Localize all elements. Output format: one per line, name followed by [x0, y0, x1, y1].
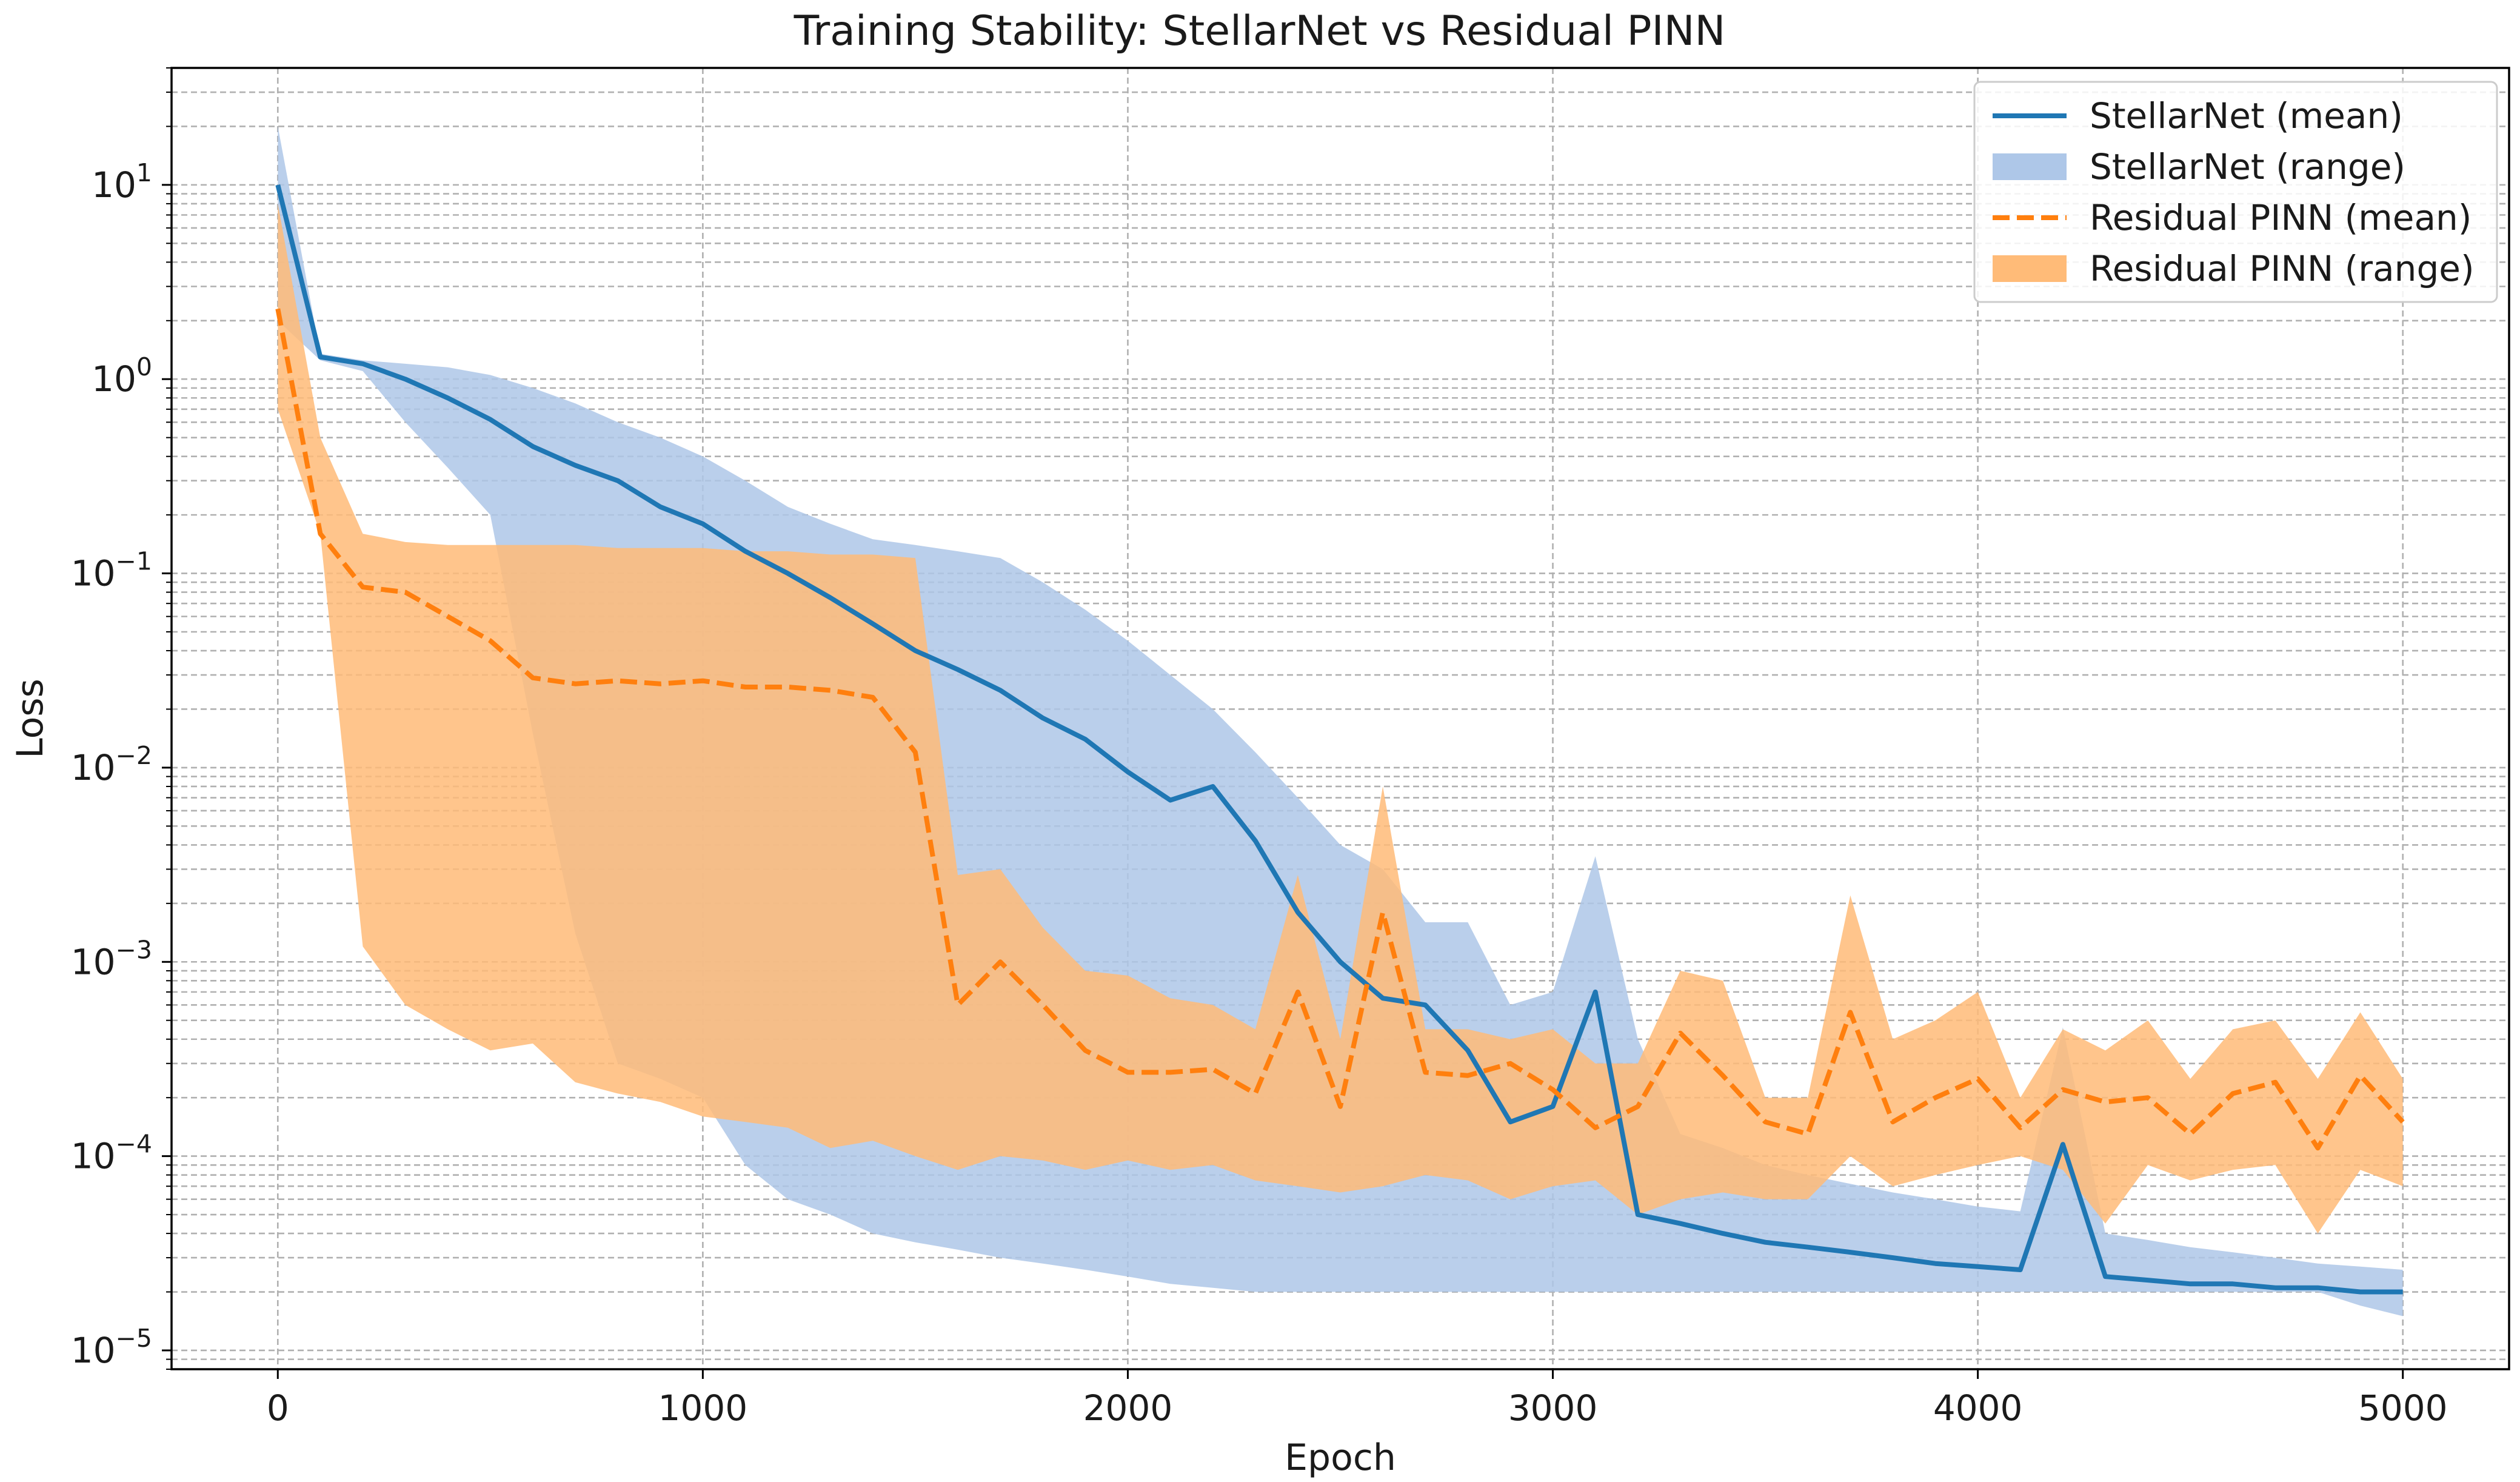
plot-frame — [170, 67, 2510, 1370]
x-tick-label: 2000 — [1083, 1387, 1173, 1429]
legend: StellarNet (mean) StellarNet (range) Resid… — [1973, 81, 2498, 303]
y-tick-label: 10−2 — [71, 741, 152, 788]
y-tick-base: 10 — [71, 1330, 116, 1371]
mean-lines — [275, 184, 2405, 1295]
y-tick-base: 10 — [71, 941, 116, 982]
legend-box — [1973, 81, 2498, 303]
stellarnet-mean-line — [275, 184, 2403, 1295]
y-tick-exponent: −2 — [116, 741, 152, 770]
range-bands — [278, 126, 2403, 1316]
y-tick-base: 10 — [71, 553, 116, 594]
legend-label-stellarnet-range: StellarNet (range) — [2090, 146, 2405, 187]
residual-pinn-mean-line — [275, 308, 2405, 1151]
y-tick-exponent: −5 — [116, 1324, 152, 1353]
y-tick-base: 10 — [92, 358, 136, 400]
y-tick-label: 10−3 — [71, 935, 152, 982]
legend-label-stellarnet-mean: StellarNet (mean) — [2090, 95, 2403, 136]
y-tick-exponent: 0 — [136, 352, 152, 381]
y-tick-base: 10 — [71, 747, 116, 788]
x-tick-label: 1000 — [658, 1387, 748, 1429]
legend-label-residual-pinn-range: Residual PINN (range) — [2090, 248, 2475, 289]
legend-label-residual-pinn-mean: Residual PINN (mean) — [2090, 197, 2472, 238]
y-tick-label: 10−1 — [71, 547, 152, 594]
y-tick-label: 101 — [92, 158, 152, 206]
y-tick-label: 10−5 — [71, 1324, 152, 1371]
y-tick-exponent: −4 — [116, 1130, 152, 1159]
y-tick-base: 10 — [92, 164, 136, 206]
x-tick-label: 0 — [267, 1387, 289, 1429]
y-tick-label: 100 — [92, 352, 152, 400]
x-tick-label: 3000 — [1508, 1387, 1598, 1429]
y-tick-exponent: −1 — [116, 547, 152, 576]
legend-swatch-residual-pinn-range — [1993, 255, 2067, 282]
x-tick-label: 5000 — [2358, 1387, 2448, 1429]
x-tick-label: 4000 — [1933, 1387, 2023, 1429]
y-tick-exponent: 1 — [136, 158, 152, 187]
y-axis-label: Loss — [9, 679, 52, 759]
chart-title: Training Stability: StellarNet vs Residu… — [794, 7, 1726, 55]
y-tick-label: 10−4 — [71, 1130, 152, 1177]
y-tick-exponent: −3 — [116, 935, 152, 964]
x-axis-label: Epoch — [1285, 1437, 1396, 1479]
axis-ticks: 0 1000 2000 3000 4000 500010−510−410−310−210−… — [71, 67, 2448, 1429]
y-tick-base: 10 — [71, 1136, 116, 1177]
residual-pinn-range-band — [278, 203, 2403, 1234]
legend-swatch-stellarnet-range — [1993, 153, 2067, 180]
